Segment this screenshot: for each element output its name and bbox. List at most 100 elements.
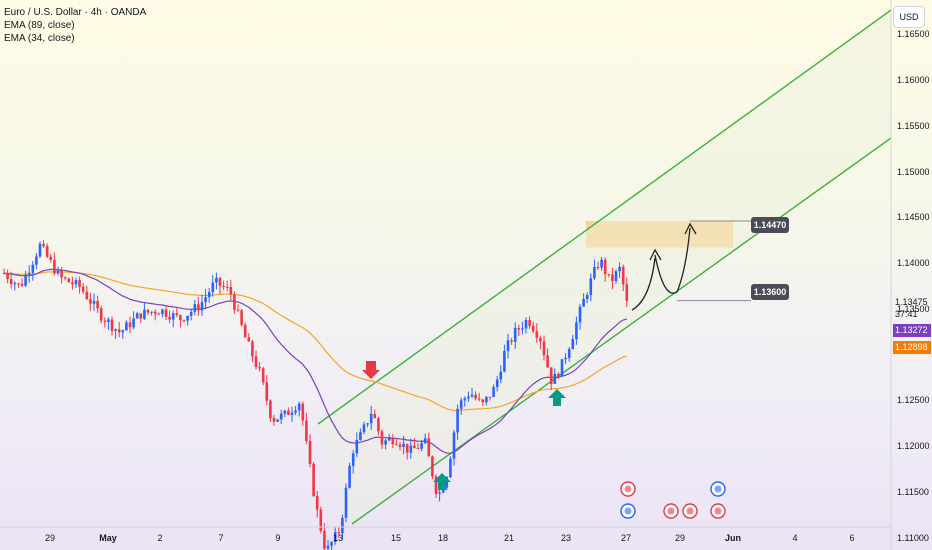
candle-body [513,327,517,342]
candle-body [204,297,207,303]
projection-arrowhead-1 [649,248,662,261]
candle-body [510,340,513,342]
candle-body [366,423,369,425]
candle-body [423,438,427,444]
candle-body [441,487,445,493]
x-tick-label: 21 [503,533,515,543]
candle-body [506,340,510,351]
candle-body [585,294,589,299]
candle-body [535,331,539,338]
support-price-label[interactable]: 1.13600 [751,284,789,300]
economic-event-icon-dot [686,507,694,515]
candle-body [387,438,391,441]
candle-body [326,545,330,549]
candle-body [258,366,261,369]
candle-body [449,458,452,478]
candle-body [218,277,222,287]
candle-body [557,373,560,377]
candle-body [89,299,92,304]
candle-body [236,309,240,311]
candle-body [114,329,117,331]
candle-body [121,330,125,333]
candle-body [359,432,362,441]
candle-body [279,413,283,420]
candle-body [600,259,603,268]
candle-body [153,311,157,314]
candle-body [553,373,557,384]
candle-body [53,259,56,274]
candle-body [488,396,492,398]
candle-body [272,418,276,422]
candle-body [81,286,85,292]
y-tick-label: 1.16000 [897,75,930,85]
candle-body [283,410,287,414]
candle-body [567,349,571,358]
resistance-zone [586,220,733,248]
economic-event-icon-dot [667,507,675,515]
candle-body [344,487,348,518]
candle-body [333,532,337,543]
candle-body [85,291,89,300]
candle-body [564,357,567,360]
candle-body [456,408,459,433]
candle-body [614,271,618,282]
candle-body [405,443,409,453]
x-tick-label: 29 [674,533,686,543]
candle-body [135,313,139,319]
candle-body [431,456,434,477]
candle-body [269,400,272,419]
y-tick-label: 1.12500 [897,395,930,406]
candle-body [341,517,344,534]
candle-body [348,465,351,488]
candle-body [427,438,431,457]
candle-body [398,444,402,447]
y-tick-label: 1.11500 [897,486,929,497]
candle-body [467,396,470,399]
candle-body [607,274,611,276]
candle-body [319,509,323,531]
candle-body [315,495,319,510]
candle-body [434,476,438,494]
candle-body [96,300,99,309]
candle-body [477,398,481,400]
candle-body [125,322,128,331]
candle-body [420,443,423,449]
x-tick-label: May [99,533,117,543]
candle-body [312,463,315,496]
candle-body [481,399,485,403]
y-tick-label: 1.16500 [897,29,930,40]
candle-body [395,444,398,446]
candle-body [402,443,405,447]
candle-body [305,420,308,441]
candle-body [542,341,546,356]
candle-body [179,315,182,321]
candle-body [470,394,474,397]
candle-body [233,294,236,310]
candle-body [207,292,211,298]
candle-body [330,542,333,546]
legend-ema-34[interactable]: EMA (34, close) [4,33,75,44]
candle-body [416,448,420,450]
candle-body [578,306,582,323]
x-tick-label: 29 [44,533,56,543]
candle-body [438,492,441,494]
legend-ema-89[interactable]: EMA (89, close) [4,20,75,31]
candle-body [38,243,42,257]
candle-body [215,277,218,283]
candle-body [297,403,301,411]
candle-body [31,264,35,273]
legend-symbol[interactable]: Euro / U.S. Dollar · 4h · OANDA [4,7,147,18]
y-tick-label: 1.14000 [897,258,930,268]
candle-body [499,371,503,380]
economic-event-icon-dot [624,507,632,515]
candle-body [582,298,585,307]
target-price-label[interactable]: 1.14470 [751,217,789,233]
currency-button[interactable]: USD [893,6,925,28]
candle-body [596,267,600,269]
candle-body [560,359,564,377]
projection-path-3 [676,227,691,293]
candle-body [618,266,621,272]
candle-body [35,256,38,265]
candle-body [17,283,20,285]
